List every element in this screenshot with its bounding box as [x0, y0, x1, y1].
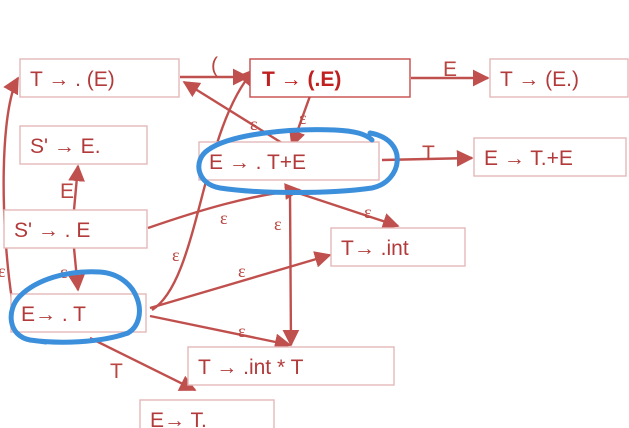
state-label: T → (.E): [262, 68, 341, 91]
edge-label: ε: [250, 114, 258, 134]
edge-label: E: [60, 180, 74, 203]
edge-sdotE-to-eT: [68, 247, 85, 292]
edge-eT-to-tdotE: [2, 76, 20, 301]
edge-label: ε: [274, 214, 282, 234]
state-box: T→ .int: [330, 227, 466, 267]
edges: [2, 68, 490, 392]
edge-eT-to-tintT: [149, 314, 292, 351]
state-label: T → (E.): [500, 68, 579, 91]
state-box: S' → . E: [3, 209, 148, 249]
edge-label: ε: [299, 108, 307, 128]
state-label: E→ T.: [150, 409, 207, 428]
edge-eTE-to-tintT: [282, 192, 300, 347]
state-label: T→ .int: [341, 237, 409, 260]
edge-sdotE-to-sEdot: [68, 164, 85, 211]
state-box-current: T → (.E): [249, 58, 411, 98]
edge-label: ε: [238, 261, 246, 281]
state-box: T → .int * T: [187, 346, 395, 386]
state-box: E→ . T: [10, 293, 147, 333]
edge-eT-to-eTdot: [89, 336, 197, 392]
edge-eT-to-tpE: [151, 68, 256, 312]
edge-eT-to-tint: [149, 251, 332, 310]
annotation-highlights: [8, 127, 400, 345]
edge-label: ε: [0, 261, 6, 281]
edge-label: ε: [172, 245, 180, 265]
state-label: E → . T+E: [209, 151, 306, 174]
state-label: E → T.+E: [484, 147, 573, 170]
edge-label: ε: [364, 202, 372, 222]
edge-eTE-to-tint: [294, 190, 400, 230]
state-label: S' → E.: [30, 135, 101, 158]
edge-label: (: [211, 54, 218, 77]
edge-label: T: [422, 142, 435, 165]
highlight-circle-eT: [8, 269, 142, 345]
state-box: E → . T+E: [198, 141, 380, 181]
edge-tpE-to-eTE: [289, 95, 312, 148]
state-box: E → T.+E: [473, 137, 627, 177]
state-box: S' → E.: [19, 125, 148, 165]
edge-label: ε: [238, 321, 246, 341]
state-box: T → (E.): [489, 58, 629, 98]
edge-label: T: [110, 360, 123, 383]
state-label: S' → . E: [14, 219, 90, 242]
state-box: E→ T.: [139, 399, 275, 428]
state-box: T → . (E): [19, 58, 180, 98]
state-label: T → . (E): [30, 68, 115, 91]
highlight-circle-eTE: [196, 127, 400, 195]
state-label: E→ . T: [21, 303, 86, 326]
edge-tpE-to-tdotE: [182, 80, 291, 150]
state-label: T → .int * T: [198, 356, 304, 379]
edge-label: ε: [220, 208, 228, 228]
edge-label: E: [443, 58, 457, 81]
